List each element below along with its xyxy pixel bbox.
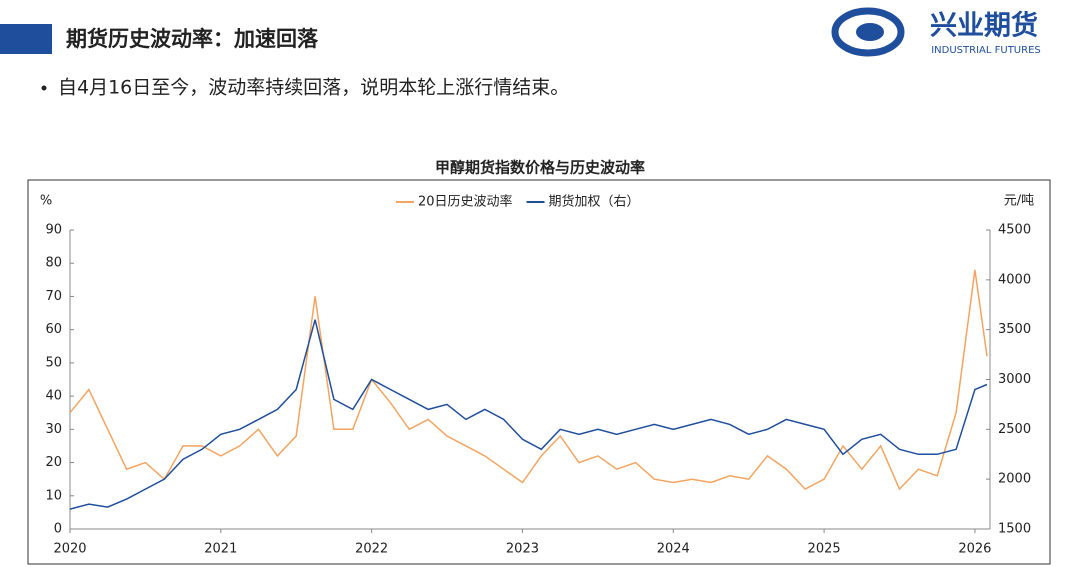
logo-core bbox=[856, 23, 884, 41]
y2-tick-label: 4500 bbox=[998, 223, 1031, 238]
y2-axis-label: 元/吨 bbox=[1004, 194, 1034, 209]
legend-label: 20日历史波动率 bbox=[418, 194, 513, 210]
y-tick-label: 0 bbox=[54, 522, 62, 537]
series-line bbox=[69, 319, 988, 510]
y-tick-label: 20 bbox=[45, 455, 62, 470]
x-tick-label: 2023 bbox=[506, 542, 539, 557]
y-tick-label: 60 bbox=[45, 322, 62, 337]
slide-title: 期货历史波动率：加速回落 bbox=[66, 27, 319, 51]
chart-frame bbox=[27, 179, 1051, 565]
bullet-dot bbox=[41, 85, 47, 91]
y2-tick-label: 2000 bbox=[998, 472, 1031, 487]
x-tick-label: 2022 bbox=[355, 542, 388, 557]
x-tick-label: 2026 bbox=[958, 542, 991, 557]
y2-tick-label: 3500 bbox=[998, 322, 1031, 337]
x-tick-label: 2021 bbox=[204, 542, 237, 557]
logo-name: 兴业期货 bbox=[930, 10, 1038, 42]
series-line bbox=[69, 269, 988, 491]
logo-subtitle: INDUSTRIAL FUTURES bbox=[931, 45, 1041, 56]
y-tick-label: 90 bbox=[45, 223, 62, 238]
x-tick-label: 2024 bbox=[657, 542, 690, 557]
y-tick-label: 50 bbox=[45, 355, 62, 370]
y-tick-label: 70 bbox=[45, 289, 62, 304]
title-bar bbox=[0, 24, 52, 54]
chart-title: 甲醇期货指数价格与历史波动率 bbox=[435, 159, 645, 177]
y2-tick-label: 3000 bbox=[998, 372, 1031, 387]
y-axis-label: % bbox=[40, 194, 52, 209]
y-tick-label: 40 bbox=[45, 389, 62, 404]
logo-ring bbox=[831, 7, 905, 57]
x-tick-label: 2020 bbox=[53, 542, 86, 557]
y2-tick-label: 2500 bbox=[998, 422, 1031, 437]
y2-tick-label: 4000 bbox=[998, 272, 1031, 287]
legend-label: 期货加权（右） bbox=[549, 194, 640, 210]
y2-tick-label: 1500 bbox=[998, 522, 1031, 537]
y-tick-label: 30 bbox=[45, 422, 62, 437]
y-tick-label: 80 bbox=[45, 256, 62, 271]
y-tick-label: 10 bbox=[45, 488, 62, 503]
logo: 兴业期货 INDUSTRIAL FUTURES bbox=[831, 7, 1041, 57]
x-tick-label: 2025 bbox=[808, 542, 841, 557]
bullet-text: 自4月16日至今，波动率持续回落，说明本轮上涨行情结束。 bbox=[58, 77, 569, 99]
